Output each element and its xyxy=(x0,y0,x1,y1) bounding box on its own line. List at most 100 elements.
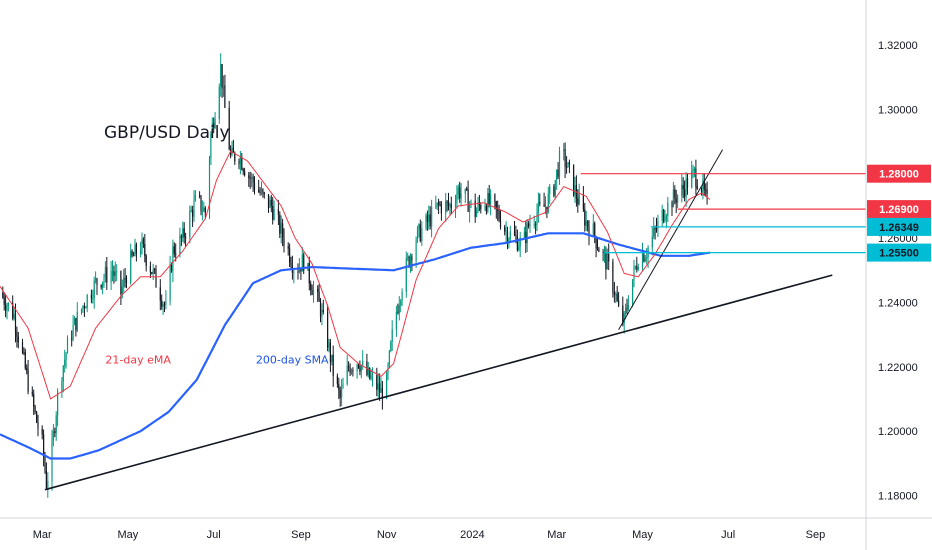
candle-body xyxy=(675,197,677,203)
level-lines xyxy=(580,173,866,254)
candle-body xyxy=(445,201,447,214)
candle-body xyxy=(499,219,502,228)
price-axis[interactable]: 1.18000 1.20000 1.22000 1.24000 1.26000 1.280… xyxy=(878,40,918,503)
time-tick-label: May xyxy=(118,529,139,541)
candle-body xyxy=(634,266,636,268)
candle-body xyxy=(44,457,46,471)
candle-body xyxy=(332,354,334,376)
candle-body xyxy=(124,277,126,280)
price-tick-label: 1.32000 xyxy=(878,40,918,52)
candle-body xyxy=(36,411,38,423)
candle-body xyxy=(130,251,132,283)
candle-body xyxy=(686,178,689,188)
candle-body xyxy=(454,203,457,208)
candle-body xyxy=(210,133,212,159)
candle-body xyxy=(208,158,211,214)
candle-body xyxy=(578,194,580,205)
candle-body xyxy=(165,300,167,305)
candle-body xyxy=(398,305,400,313)
candle-body xyxy=(460,193,462,199)
candle-body xyxy=(336,375,338,384)
candle-body xyxy=(253,183,256,190)
candle-body xyxy=(221,64,223,89)
candle-body xyxy=(359,367,361,372)
candle-body xyxy=(605,252,607,270)
candle-body xyxy=(408,256,410,267)
candle-body xyxy=(13,314,15,319)
candle-body xyxy=(172,246,174,272)
candle-body xyxy=(249,177,251,179)
candle-body xyxy=(705,189,707,191)
price-tick-label: 1.30000 xyxy=(878,104,918,116)
candle-body xyxy=(495,201,497,209)
candle-body xyxy=(114,271,116,276)
candle-body xyxy=(152,269,154,274)
candle-body xyxy=(407,256,409,258)
candle-body xyxy=(260,189,263,194)
candle-body xyxy=(588,226,590,237)
candle-body xyxy=(123,277,125,287)
candle-body xyxy=(331,354,333,362)
candle-body xyxy=(73,318,76,325)
candle-body xyxy=(182,228,184,239)
candle-body xyxy=(47,481,49,489)
candle-body xyxy=(113,271,115,276)
candle-body xyxy=(644,258,646,262)
candle-body xyxy=(612,261,614,292)
candle-body xyxy=(557,169,559,177)
candle-body xyxy=(457,187,459,195)
candle-body xyxy=(695,168,697,187)
candle-body xyxy=(52,431,54,441)
candle-body xyxy=(267,194,270,208)
candle-body xyxy=(490,194,492,205)
candle-body xyxy=(598,249,600,252)
price-tick-label: 1.18000 xyxy=(878,491,918,503)
candle-body xyxy=(231,147,233,155)
candle-body xyxy=(106,267,108,283)
candle-body xyxy=(141,239,143,251)
candle-body xyxy=(627,305,629,309)
candle-body xyxy=(14,314,17,332)
candle-body xyxy=(26,368,28,371)
candle-body xyxy=(151,272,153,274)
candle-body xyxy=(395,311,397,330)
candle-body xyxy=(239,157,241,164)
candle-body xyxy=(592,223,594,237)
candle-body xyxy=(51,440,53,481)
candle-body xyxy=(342,384,344,389)
candle-body xyxy=(543,203,545,207)
time-axis[interactable]: Mar May Jul Sep Nov 2024 Mar May Jul Sep xyxy=(33,529,825,541)
candle-body xyxy=(646,257,648,259)
candle-body xyxy=(459,187,461,199)
candle-body xyxy=(519,237,521,247)
candle-body xyxy=(310,283,312,290)
time-tick-label: Mar xyxy=(547,529,566,541)
candle-body xyxy=(82,305,84,309)
steep-trendline[interactable] xyxy=(618,149,724,331)
level-tags: 1.28000 1.26900 1.26349 1.25500 xyxy=(867,164,931,262)
candle-body xyxy=(674,189,676,198)
candle-body xyxy=(391,329,393,342)
candle-body xyxy=(439,204,441,206)
candle-body xyxy=(280,223,282,234)
candle-body xyxy=(651,236,653,248)
candle-body xyxy=(318,292,320,302)
candle-body xyxy=(693,168,696,170)
candle-body xyxy=(203,207,205,212)
candle-body xyxy=(684,189,686,197)
candle-body xyxy=(66,338,69,354)
candle-body xyxy=(518,246,520,251)
candle-body xyxy=(696,186,698,189)
price-tick-label: 1.20000 xyxy=(878,426,918,438)
candle-body xyxy=(436,202,438,207)
candle-body xyxy=(204,207,206,214)
lower-trendline[interactable] xyxy=(44,274,833,491)
candle-body xyxy=(706,189,708,194)
candle-body xyxy=(199,195,201,197)
candle-body xyxy=(232,147,234,153)
candle-body xyxy=(277,209,279,215)
candle-body xyxy=(426,215,428,222)
candle-body xyxy=(86,295,88,308)
candle-body xyxy=(352,370,354,372)
